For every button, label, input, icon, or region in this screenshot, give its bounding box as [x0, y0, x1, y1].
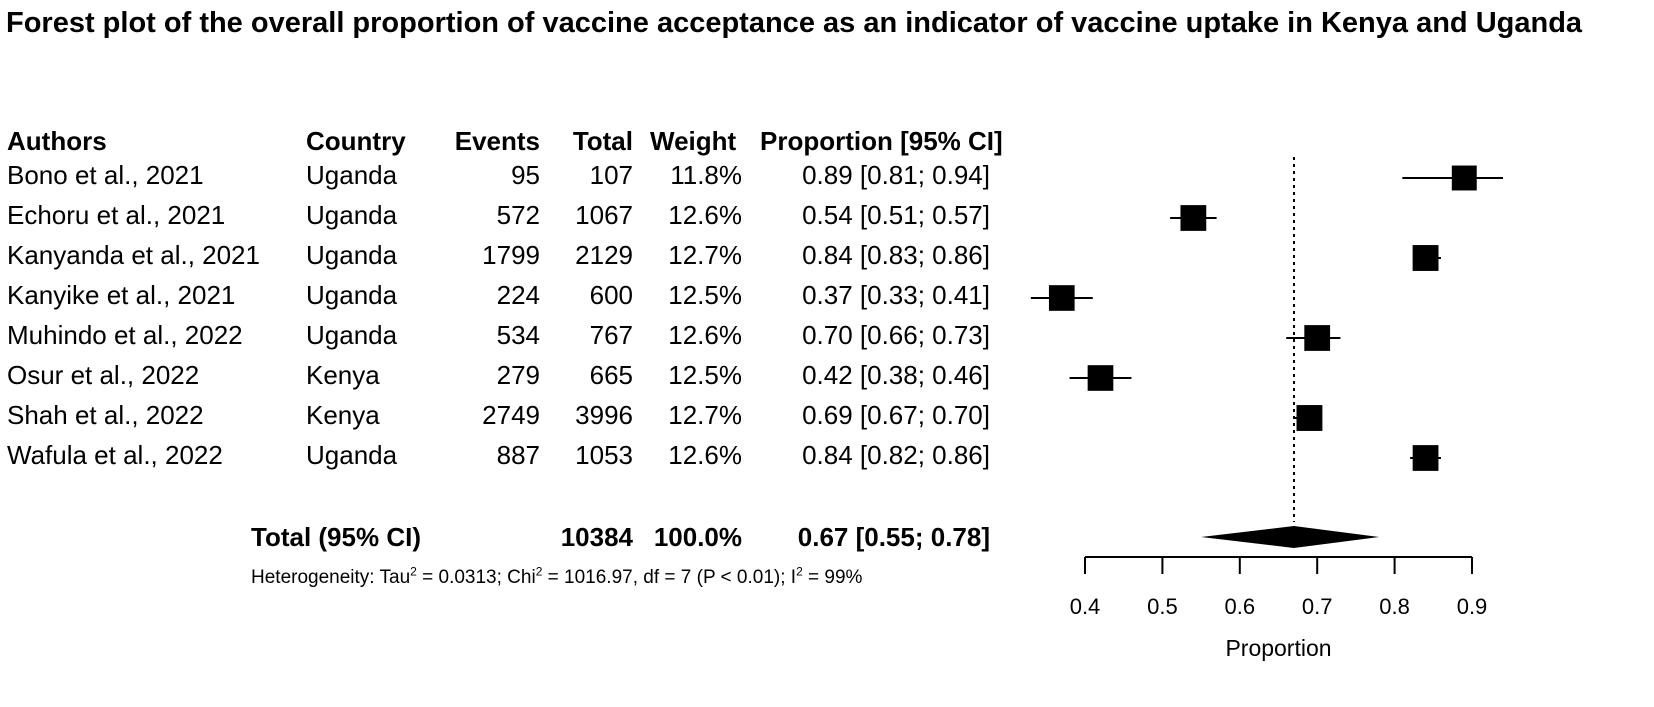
- study-author: Kanyike et al., 2021: [7, 280, 236, 310]
- study-events: 224: [496, 280, 540, 310]
- study-author: Osur et al., 2022: [7, 360, 200, 390]
- header-proportion: Proportion [95% CI]: [760, 126, 1003, 156]
- study-country: Uganda: [306, 320, 398, 350]
- superscript: 2: [535, 564, 543, 579]
- x-axis-label: Proportion: [1225, 635, 1331, 661]
- total-label: Total (95% CI): [251, 522, 421, 552]
- x-tick-label: 0.6: [1225, 594, 1256, 619]
- table-row: Echoru et al., 2021 Uganda 572 1067 12.6…: [0, 200, 1060, 240]
- study-ci: 0.89 [0.81; 0.94]: [802, 160, 990, 190]
- total-weight: 100.0%: [653, 522, 742, 552]
- header-authors: Authors: [7, 126, 107, 156]
- study-ci: 0.84 [0.83; 0.86]: [802, 240, 990, 270]
- study-events: 572: [496, 200, 540, 230]
- study-ci: 0.70 [0.66; 0.73]: [802, 320, 990, 350]
- header-country: Country: [306, 126, 406, 156]
- study-weight: 12.6%: [668, 320, 742, 350]
- study-weight: 12.6%: [668, 200, 742, 230]
- study-ci: 0.42 [0.38; 0.46]: [802, 360, 990, 390]
- study-marker: [1304, 325, 1331, 351]
- study-total: 2129: [575, 240, 633, 270]
- study-marker: [1087, 365, 1114, 391]
- study-total: 1067: [575, 200, 633, 230]
- study-ci: 0.54 [0.51; 0.57]: [802, 200, 990, 230]
- pooled-diamond: [1201, 526, 1380, 548]
- heterogeneity-part: Heterogeneity: Tau: [251, 567, 411, 588]
- study-total: 767: [589, 320, 633, 350]
- study-total: 107: [589, 160, 633, 190]
- study-country: Uganda: [306, 280, 398, 310]
- x-tick-label: 0.4: [1070, 594, 1101, 619]
- study-author: Wafula et al., 2022: [7, 440, 223, 470]
- header-events: Events: [454, 126, 540, 156]
- total-row: Total (95% CI) 10384 100.0% 0.67 [0.55; …: [0, 522, 1060, 562]
- study-weight: 12.5%: [668, 360, 742, 390]
- heterogeneity-stats: Heterogeneity: Tau2 = 0.0313; Chi2 = 101…: [251, 566, 862, 590]
- study-country: Uganda: [306, 160, 398, 190]
- study-marker: [1048, 285, 1075, 311]
- study-weight: 12.6%: [668, 440, 742, 470]
- x-tick-label: 0.5: [1147, 594, 1178, 619]
- study-total: 665: [589, 360, 633, 390]
- study-events: 1799: [482, 240, 540, 270]
- study-weight: 12.7%: [668, 240, 742, 270]
- study-author: Echoru et al., 2021: [7, 200, 226, 230]
- total-ci: 0.67 [0.55; 0.78]: [797, 522, 990, 552]
- chart-title: Forest plot of the overall proportion of…: [6, 7, 1583, 39]
- superscript: 2: [410, 564, 417, 579]
- study-marker: [1412, 245, 1439, 271]
- study-weight: 12.7%: [668, 400, 742, 430]
- total-count: 10384: [560, 522, 633, 552]
- study-country: Uganda: [306, 200, 398, 230]
- study-ci: 0.69 [0.67; 0.70]: [802, 400, 990, 430]
- header-weight: Weight: [650, 126, 737, 156]
- study-ci: 0.37 [0.33; 0.41]: [802, 280, 990, 310]
- x-tick-label: 0.7: [1302, 594, 1333, 619]
- study-country: Uganda: [306, 440, 398, 470]
- study-marker: [1412, 445, 1439, 471]
- study-marker: [1180, 205, 1207, 231]
- study-country: Kenya: [306, 400, 380, 430]
- study-country: Kenya: [306, 360, 380, 390]
- study-total: 600: [589, 280, 633, 310]
- table-row: Shah et al., 2022 Kenya 2749 3996 12.7% …: [0, 400, 1060, 440]
- study-author: Shah et al., 2022: [7, 400, 204, 430]
- study-events: 2749: [482, 400, 540, 430]
- study-events: 534: [496, 320, 540, 350]
- study-events: 95: [511, 160, 540, 190]
- table-row: Bono et al., 2021 Uganda 95 107 11.8% 0.…: [0, 160, 1060, 200]
- table-row: Wafula et al., 2022 Uganda 887 1053 12.6…: [0, 440, 1060, 480]
- study-total: 1053: [575, 440, 633, 470]
- study-author: Bono et al., 2021: [7, 160, 204, 190]
- study-author: Muhindo et al., 2022: [7, 320, 243, 350]
- heterogeneity-part: = 1016.97, df = 7 (P < 0.01); I: [542, 567, 797, 588]
- study-author: Kanyanda et al., 2021: [7, 240, 260, 270]
- study-country: Uganda: [306, 240, 398, 270]
- study-weight: 12.5%: [668, 280, 742, 310]
- study-ci: 0.84 [0.82; 0.86]: [802, 440, 990, 470]
- table-row: Kanyike et al., 2021 Uganda 224 600 12.5…: [0, 280, 1060, 320]
- table-row: Kanyanda et al., 2021 Uganda 1799 2129 1…: [0, 240, 1060, 280]
- heterogeneity-part: = 99%: [802, 567, 863, 588]
- study-total: 3996: [575, 400, 633, 430]
- superscript: 2: [796, 564, 803, 579]
- x-tick-label: 0.8: [1379, 594, 1410, 619]
- heterogeneity-part: = 0.0313; Chi: [416, 567, 536, 588]
- study-marker: [1296, 405, 1323, 431]
- table-row: Muhindo et al., 2022 Uganda 534 767 12.6…: [0, 320, 1060, 360]
- x-tick-label: 0.9: [1457, 594, 1488, 619]
- study-marker: [1451, 165, 1477, 191]
- study-events: 279: [496, 360, 540, 390]
- study-events: 887: [496, 440, 540, 470]
- study-weight: 11.8%: [670, 160, 742, 190]
- table-row: Osur et al., 2022 Kenya 279 665 12.5% 0.…: [0, 360, 1060, 400]
- header-total: Total: [572, 126, 633, 156]
